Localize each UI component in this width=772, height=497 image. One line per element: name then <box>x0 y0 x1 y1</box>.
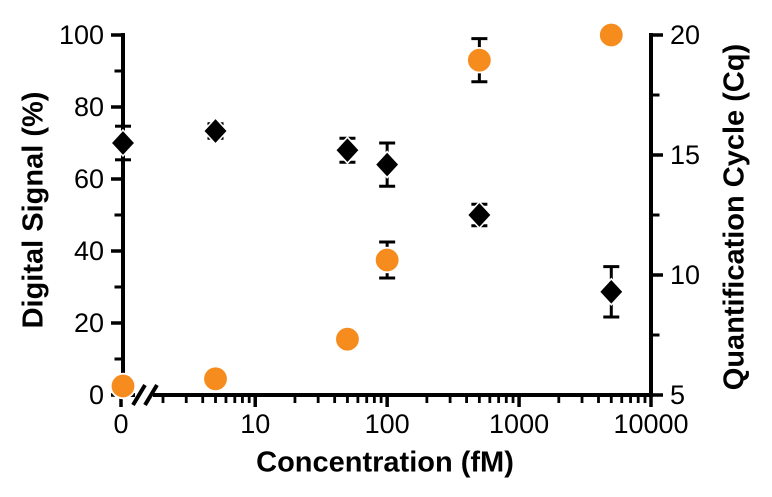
x-tick-label: 100 <box>365 409 410 439</box>
x-tick-label: 0 <box>113 409 128 439</box>
data-point-circle <box>202 365 229 393</box>
data-point-circle <box>334 326 361 353</box>
x-tick-label: 10 <box>240 409 270 439</box>
left-tick-label: 0 <box>89 380 104 410</box>
right-tick-label: 5 <box>670 380 685 410</box>
left-tick-label: 60 <box>74 164 104 194</box>
x-axis-title: Concentration (fM) <box>256 446 514 479</box>
left-tick-label: 40 <box>74 236 104 266</box>
data-point-diamond <box>109 128 137 158</box>
x-tick-label: 10000 <box>613 409 688 439</box>
data-point-diamond <box>334 136 361 165</box>
left-axis-title: Digital Signal (%) <box>17 91 50 329</box>
left-tick-label: 20 <box>74 308 104 338</box>
x-tick-label: 1000 <box>489 409 549 439</box>
axis-break-icon <box>131 383 147 407</box>
right-tick-label: 20 <box>670 20 700 50</box>
axis-break-icon <box>143 383 159 407</box>
right-tick-label: 10 <box>670 260 700 290</box>
data-point-circle <box>598 21 625 49</box>
right-tick-label: 15 <box>670 140 700 170</box>
data-point-circle <box>373 246 401 274</box>
data-point-diamond <box>466 200 493 230</box>
left-tick-label: 80 <box>74 92 104 122</box>
left-tick-label: 100 <box>59 20 104 50</box>
data-point-diamond <box>598 277 625 306</box>
data-point-circle <box>466 47 493 74</box>
right-axis-title: Quantification Cycle (Cq) <box>718 43 751 391</box>
data-point-diamond <box>374 150 401 179</box>
data-point-diamond <box>202 116 229 146</box>
data-point-circle <box>109 372 137 400</box>
